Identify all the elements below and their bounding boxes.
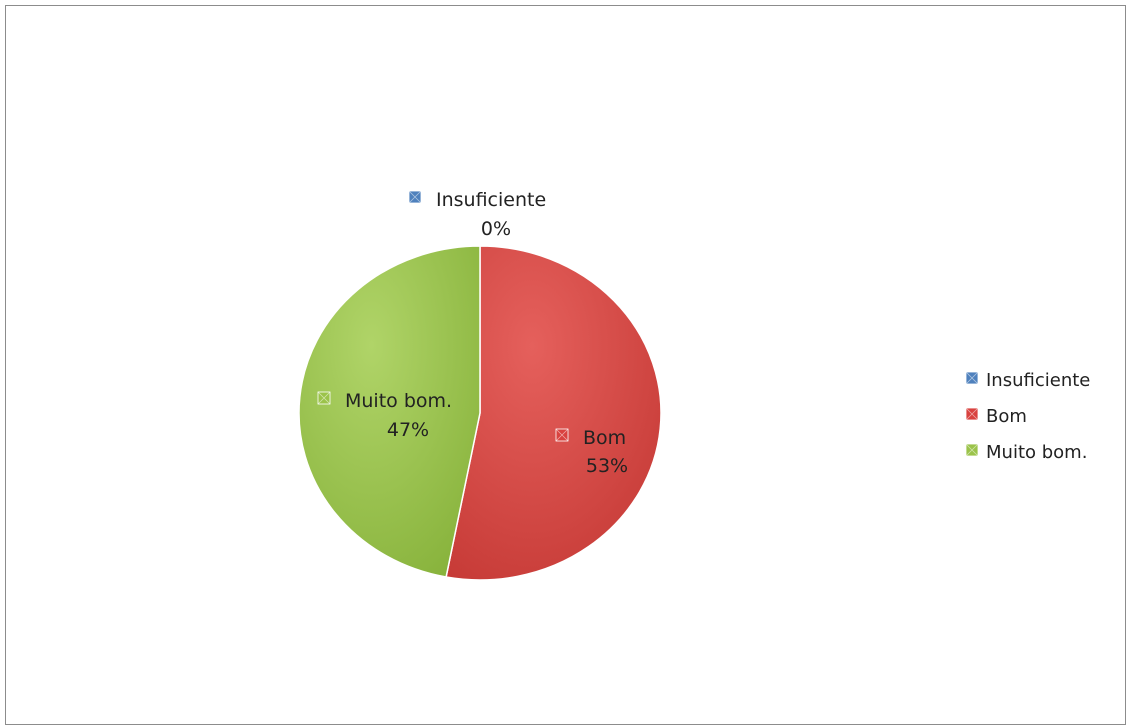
data-label-value-bom: 53% bbox=[586, 455, 628, 477]
legend-marker-bom bbox=[965, 407, 979, 421]
legend-entry-insuficiente: Insuficiente bbox=[986, 370, 1090, 391]
pie-slice-muito-bom bbox=[298, 245, 481, 578]
data-label-name-insuficiente: Insuficiente bbox=[436, 189, 546, 211]
data-label-marker-insuficiente bbox=[408, 190, 422, 204]
legend-marker-muito-bom bbox=[965, 443, 979, 457]
pie-slices bbox=[298, 245, 662, 581]
data-label-name-bom: Bom bbox=[583, 427, 626, 449]
pie-slice-bom bbox=[445, 245, 662, 581]
data-label-marker-bom bbox=[555, 428, 569, 442]
data-label-marker-muito-bom bbox=[317, 391, 331, 405]
data-label-value-insuficiente: 0% bbox=[481, 218, 511, 240]
legend: Insuficiente Bom Muito bom. bbox=[965, 370, 1090, 463]
legend-entry-bom: Bom bbox=[986, 406, 1027, 427]
legend-marker-insuficiente bbox=[965, 371, 979, 385]
data-label-name-muito-bom: Muito bom. bbox=[345, 390, 452, 412]
data-labels: Insuficiente 0% Bom 53% Muito bom. 47% bbox=[317, 189, 628, 477]
legend-entry-muito-bom: Muito bom. bbox=[986, 442, 1087, 463]
data-label-value-muito-bom: 47% bbox=[387, 419, 429, 441]
